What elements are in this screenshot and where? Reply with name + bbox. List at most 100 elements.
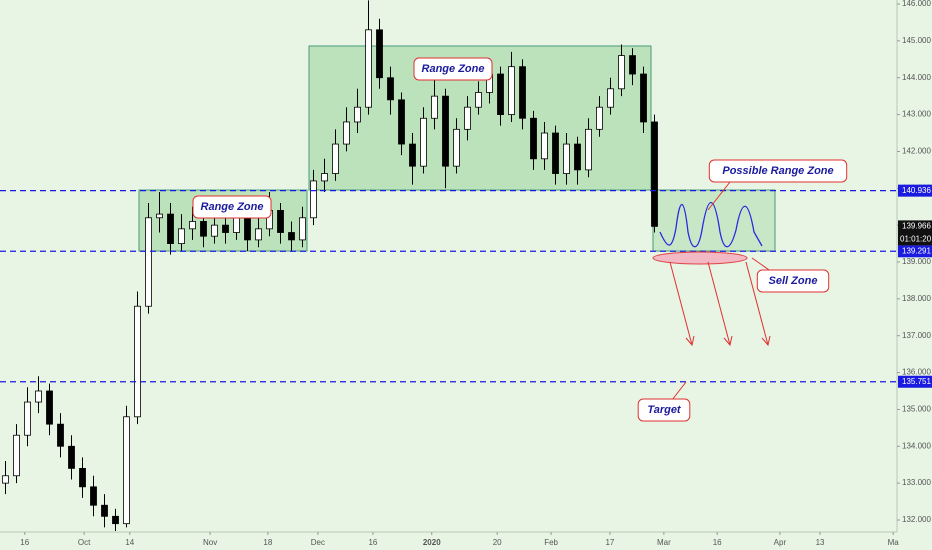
y-tick-label: 142.000 xyxy=(902,147,931,156)
candle-body xyxy=(200,221,207,237)
y-tick-label: 136.000 xyxy=(902,368,931,377)
candle-body xyxy=(431,95,438,119)
note-text: Range Zone xyxy=(201,201,264,213)
possible-zone-box xyxy=(652,189,776,252)
y-tick-label: 145.000 xyxy=(902,36,931,45)
x-tick-label: Feb xyxy=(544,538,558,547)
note-box xyxy=(637,398,691,422)
candle-body xyxy=(178,228,185,244)
last-price-label: 139.966 xyxy=(902,222,931,231)
y-tick-label: 144.000 xyxy=(902,73,931,82)
x-tick-label: Nov xyxy=(203,538,217,547)
x-tick-label: Apr xyxy=(774,538,787,547)
candle-body xyxy=(552,132,559,174)
candle-body xyxy=(387,77,394,101)
candle-body xyxy=(101,504,108,517)
level-tag xyxy=(898,245,932,258)
candle-body xyxy=(222,224,229,233)
candle-body xyxy=(541,132,548,160)
note-text: Sell Zone xyxy=(769,275,818,287)
x-tick-label: 2020 xyxy=(423,538,441,547)
x-tick-label: 20 xyxy=(493,538,502,547)
candle-body xyxy=(497,73,504,115)
level-tag xyxy=(898,184,932,197)
candle-body xyxy=(134,305,141,418)
candle-body xyxy=(343,121,350,145)
wave-path xyxy=(659,201,763,248)
y-tick-label: 135.000 xyxy=(902,405,931,414)
candle-body xyxy=(123,416,130,525)
candle-body xyxy=(442,95,449,167)
candle-body xyxy=(244,217,251,241)
candle-body xyxy=(57,423,64,447)
candle-body xyxy=(24,401,31,436)
candle-body xyxy=(640,73,647,123)
note-text: Possible Range Zone xyxy=(722,165,833,177)
candle-body xyxy=(299,217,306,241)
note-text: Target xyxy=(647,404,682,416)
y-tick-label: 146.000 xyxy=(902,0,931,8)
candle-body xyxy=(332,143,339,174)
x-tick-label: Ma xyxy=(888,538,900,547)
candle-body xyxy=(321,173,328,182)
candle-body xyxy=(629,55,636,75)
candle-body xyxy=(596,106,603,130)
candle-body xyxy=(398,99,405,145)
candle-body xyxy=(145,217,152,307)
candle-body xyxy=(508,66,515,115)
sell-zone-ellipse xyxy=(652,251,748,265)
countdown: 01:01:20 xyxy=(900,235,932,244)
x-tick-label: 16 xyxy=(368,538,377,547)
candle-body xyxy=(233,217,240,233)
x-tick-label: Oct xyxy=(78,538,91,547)
x-tick-label: 16 xyxy=(20,538,29,547)
y-tick-label: 137.000 xyxy=(902,331,931,340)
y-tick-label: 133.000 xyxy=(902,478,931,487)
candle-body xyxy=(607,88,614,108)
x-tick-label: 14 xyxy=(125,538,134,547)
candle-body xyxy=(46,390,53,425)
y-tick-label: 132.000 xyxy=(902,515,931,524)
x-tick-label: 18 xyxy=(263,538,272,547)
candle-body xyxy=(68,445,75,469)
candle-body xyxy=(354,106,361,123)
candle-body xyxy=(574,143,581,171)
candle-body xyxy=(90,486,97,506)
candle-body xyxy=(618,55,625,90)
candle-body xyxy=(365,29,372,108)
candle-body xyxy=(156,213,163,219)
last-price-tag xyxy=(898,220,932,246)
x-tick-label: Mar xyxy=(657,538,671,547)
level-label: 139.291 xyxy=(902,246,931,255)
note-box xyxy=(708,159,848,183)
level-label: 140.936 xyxy=(902,186,931,195)
candle-body xyxy=(420,117,427,167)
candle-body xyxy=(2,475,9,484)
candle-body xyxy=(35,390,42,403)
candle-body xyxy=(277,210,284,233)
note-text: Range Zone xyxy=(422,63,485,75)
candle-body xyxy=(288,232,295,241)
candle-body xyxy=(79,467,86,488)
y-tick-label: 143.000 xyxy=(902,110,931,119)
candle-body xyxy=(519,66,526,119)
candle-body xyxy=(530,117,537,160)
candle-body xyxy=(563,143,570,174)
candle-body xyxy=(167,213,174,244)
candle-body xyxy=(409,143,416,167)
y-tick-label: 138.000 xyxy=(902,294,931,303)
x-tick-label: 13 xyxy=(816,538,825,547)
candle-body xyxy=(112,515,119,525)
drawings xyxy=(652,181,773,401)
candle-body xyxy=(464,106,471,130)
candle-body xyxy=(453,128,460,167)
note-box xyxy=(756,269,830,293)
candle-body xyxy=(585,128,592,171)
candle-body xyxy=(376,29,383,79)
x-tick-label: 17 xyxy=(605,538,614,547)
x-tick-label: 16 xyxy=(713,538,722,547)
note-box xyxy=(192,195,272,219)
candle-body xyxy=(189,221,196,230)
candle-body xyxy=(310,180,317,219)
